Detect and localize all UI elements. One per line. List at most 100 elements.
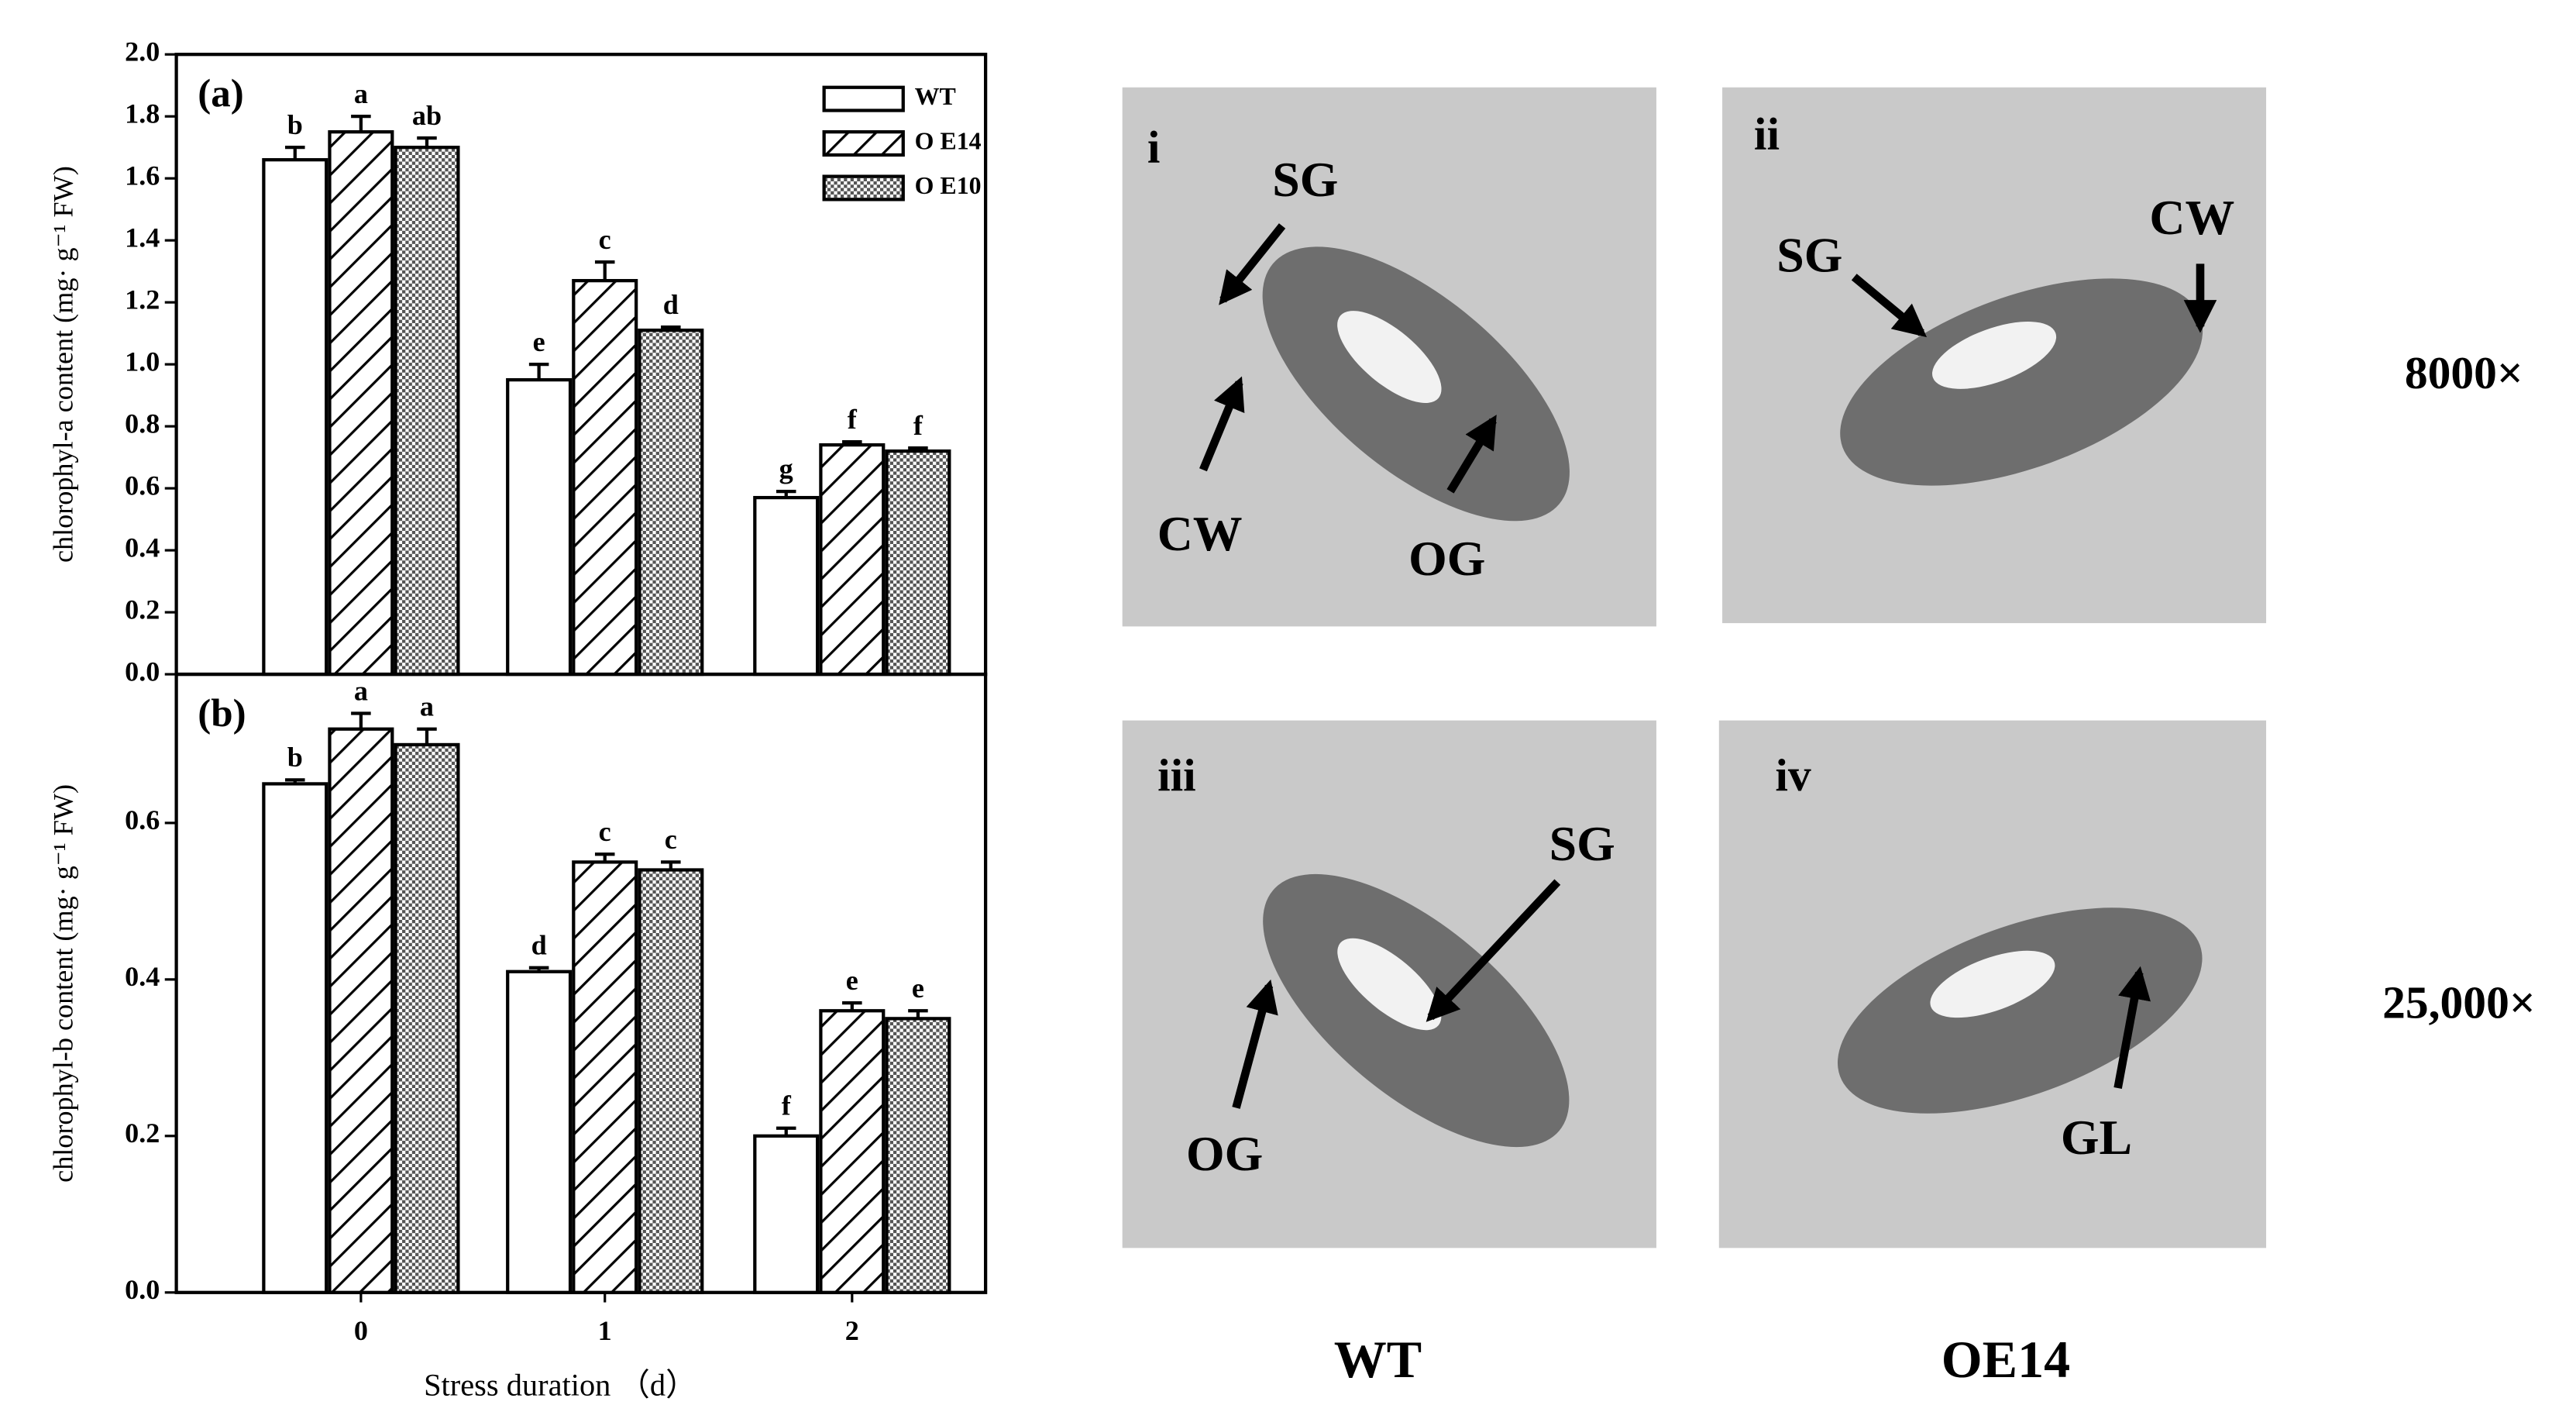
significance-letter: g <box>779 453 793 484</box>
error-bar <box>594 260 615 281</box>
annotation: SG <box>1272 152 1338 207</box>
legend-swatch <box>822 174 905 201</box>
micrograph-label: iv <box>1775 749 1811 801</box>
error-bar <box>661 325 681 331</box>
bar <box>262 158 328 677</box>
significance-letter: c <box>599 816 611 847</box>
arrow <box>1199 376 1245 472</box>
significance-letter: e <box>533 326 545 357</box>
starch-grain <box>1932 322 2057 389</box>
error-bar <box>776 489 796 498</box>
bar <box>885 1017 951 1294</box>
bar <box>394 146 460 677</box>
significance-letter: a <box>354 675 368 706</box>
error-bar <box>908 446 928 452</box>
organelle <box>1840 278 2203 486</box>
y-axis-label: chlorophyl-a content (mg· g⁻¹ FW) <box>47 166 78 563</box>
starch-grain <box>1930 950 2055 1018</box>
y-tick-label: 0.4 <box>125 532 160 563</box>
bar <box>885 449 951 677</box>
y-tick-label: 2.0 <box>125 36 160 67</box>
y-axis-label: chlorophyl-b content (mg· g⁻¹ FW) <box>47 784 78 1183</box>
x-tick-label: 0 <box>354 1315 368 1346</box>
legend-label: WT <box>915 83 956 110</box>
y-tick-label: 1.0 <box>125 346 160 377</box>
annotation: SG <box>1776 228 1842 283</box>
micrograph-label: ii <box>1754 108 1780 159</box>
significance-letter: b <box>287 742 303 773</box>
y-tick-label: 0.0 <box>125 656 160 687</box>
annotation: CW <box>1157 506 1243 561</box>
error-bar <box>528 362 549 381</box>
y-tick-label: 0.6 <box>125 470 160 501</box>
bar <box>638 329 704 677</box>
annotation: OG <box>1186 1126 1263 1181</box>
row-label: 8000× <box>2405 347 2523 398</box>
column-label: WT <box>1334 1330 1422 1389</box>
annotation: SG <box>1549 816 1615 871</box>
bar <box>753 1134 820 1294</box>
bar <box>328 130 394 677</box>
bar <box>638 868 704 1294</box>
bar <box>506 377 573 677</box>
significance-letter: f <box>913 410 923 441</box>
x-tick-label: 2 <box>845 1315 859 1346</box>
error-bar <box>908 1009 928 1019</box>
error-bar <box>285 146 305 160</box>
significance-letter: a <box>420 691 434 722</box>
arrow <box>1232 979 1278 1109</box>
significance-letter: f <box>848 404 858 435</box>
annotation: OG <box>1408 531 1485 586</box>
y-tick-label: 0.2 <box>125 594 160 625</box>
error-bar <box>842 439 862 446</box>
micrograph-label: i <box>1147 121 1161 172</box>
bar <box>753 495 820 677</box>
x-axis-label: Stress duration （d） <box>424 1367 696 1402</box>
significance-letter: b <box>287 109 303 140</box>
organelle <box>1837 907 2203 1114</box>
y-tick-label: 0.2 <box>125 1118 160 1149</box>
arrow <box>1219 223 1286 305</box>
bar <box>819 1009 886 1294</box>
legend-label: O E10 <box>915 172 982 199</box>
y-tick-label: 0.8 <box>125 408 160 439</box>
panel-label: (a) <box>198 72 244 115</box>
significance-letter: a <box>354 78 368 109</box>
error-bar <box>351 115 371 133</box>
annotation: CW <box>2149 190 2234 245</box>
bar <box>572 860 638 1294</box>
panel-label: (b) <box>198 692 246 735</box>
y-tick-label: 1.8 <box>125 98 160 129</box>
significance-letter: ab <box>412 100 442 131</box>
bar <box>819 443 886 677</box>
significance-letter: c <box>599 224 611 255</box>
error-bar <box>594 852 615 863</box>
error-bar <box>417 136 437 148</box>
error-bar <box>842 1001 862 1011</box>
significance-letter: d <box>663 289 679 320</box>
legend-swatch <box>822 130 905 157</box>
error-bar <box>351 711 371 729</box>
arrow <box>1426 879 1561 1022</box>
bar <box>394 742 460 1294</box>
error-bar <box>285 778 305 784</box>
annotation: GL <box>2061 1110 2132 1165</box>
significance-letter: d <box>531 929 547 960</box>
significance-letter: e <box>846 965 858 996</box>
row-label: 25,000× <box>2382 976 2536 1028</box>
y-tick-label: 0.6 <box>125 804 160 835</box>
bar <box>328 727 394 1294</box>
significance-letter: e <box>912 973 924 1004</box>
error-bar <box>528 966 549 972</box>
y-tick-label: 0.0 <box>125 1274 160 1305</box>
y-tick-label: 1.4 <box>125 222 160 253</box>
arrow <box>2113 966 2151 1089</box>
significance-letter: f <box>782 1090 792 1121</box>
arrow <box>1446 415 1497 494</box>
error-bar <box>417 727 437 745</box>
legend-label: O E14 <box>915 127 982 154</box>
starch-grain <box>1337 938 1442 1031</box>
starch-grain <box>1337 311 1442 404</box>
